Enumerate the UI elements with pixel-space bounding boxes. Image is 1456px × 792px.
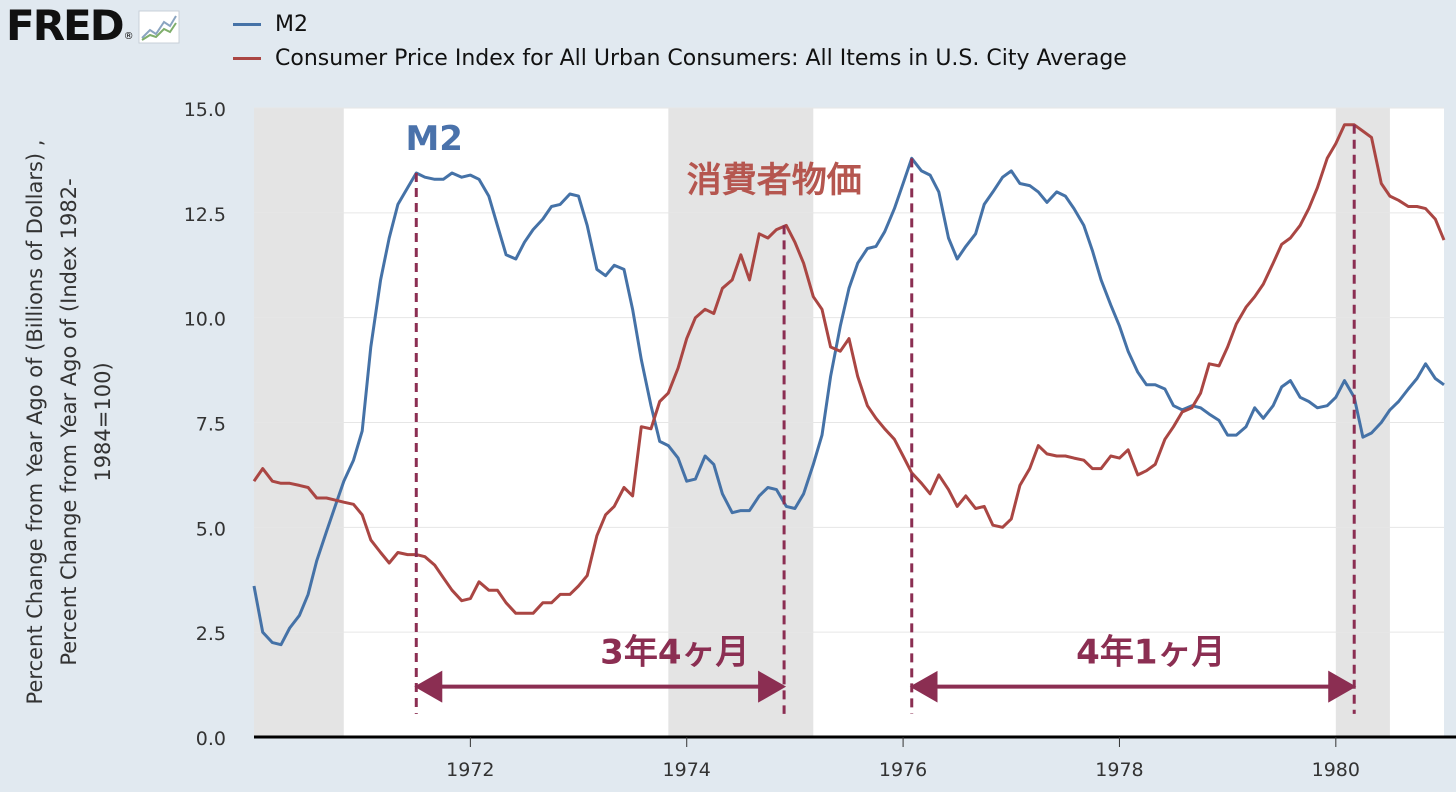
registered-mark: ® [123,31,134,42]
annotation-label-3: 4年1ヶ月 [1076,633,1225,673]
x-tick-label-0: 1972 [446,759,494,781]
logo-text: FRED [6,1,125,50]
y-tick-label-1: 2.5 [196,623,226,645]
legend-swatch-m2 [233,23,261,26]
y-axis-title-line-0: Percent Change from Year Ago of (Billion… [23,140,47,705]
y-tick-label-4: 10.0 [184,309,226,331]
legend-swatch-cpi [233,57,261,60]
y-tick-label-0: 0.0 [196,728,226,750]
series-line-cpi [252,123,1446,615]
annotation-label-1: 消費者物価 [687,161,862,201]
legend-item-m2[interactable]: M2 [233,12,308,37]
y-axis-title-line-2: 1984=100) [91,362,115,481]
x-tick-label-3: 1978 [1095,759,1143,781]
legend-item-cpi[interactable]: Consumer Price Index for All Urban Consu… [233,46,1127,71]
x-tick-label-4: 1980 [1312,759,1360,781]
y-tick-label-3: 7.5 [196,414,226,436]
x-tick-label-2: 1976 [879,759,927,781]
y-tick-label-2: 5.0 [196,518,226,540]
annotation-label-2: 3年4ヶ月 [600,633,749,673]
x-tick-label-1: 1974 [663,759,711,781]
y-axis-title-line-1: Percent Change from Year Ago of (Index 1… [57,178,81,665]
fred-logo[interactable]: FRED ® [6,2,180,48]
legend-label-m2: M2 [275,12,308,37]
graph-icon [138,10,180,44]
series-line-m2 [252,156,1445,647]
annotation-label-0: M2 [405,119,463,159]
legend-label-cpi: Consumer Price Index for All Urban Consu… [275,46,1127,71]
y-tick-label-5: 12.5 [184,204,226,226]
y-tick-label-6: 15.0 [184,99,226,121]
